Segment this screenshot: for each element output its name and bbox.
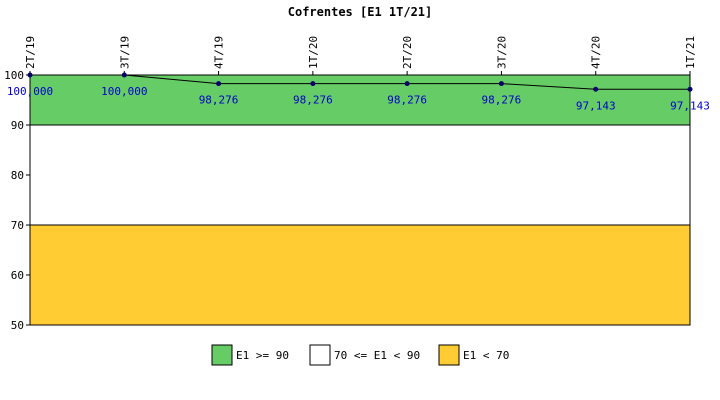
- data-label: 98,276: [293, 94, 333, 107]
- data-point: [216, 81, 222, 87]
- x-tick-label: 2T/20: [401, 36, 414, 69]
- x-tick-label: 1T/21: [684, 36, 697, 69]
- data-labels: 100,000 100,000 98,276 98,276 98,276 98,276 97…: [7, 85, 710, 112]
- band-1: [29, 124, 691, 226]
- data-label: 98,276: [482, 94, 522, 107]
- legend-swatch: [211, 344, 233, 366]
- legend-swatch: [438, 344, 460, 366]
- data-label: 100,000: [101, 85, 147, 98]
- data-label: 100,000: [7, 85, 53, 98]
- data-label: 97,143: [576, 99, 616, 112]
- y-tick-label: 100: [4, 69, 24, 82]
- x-tick-label: 4T/19: [213, 36, 226, 69]
- data-point: [404, 81, 410, 87]
- y-tick-label: 70: [11, 219, 24, 232]
- series-line: [30, 74, 690, 90]
- data-point: [27, 72, 33, 78]
- x-tick-label: 2T/19: [24, 36, 37, 69]
- legend-swatch: [309, 344, 331, 366]
- data-point: [593, 86, 599, 92]
- data-label: 98,276: [199, 94, 239, 107]
- legend-label: 70 <= E1 < 90: [334, 349, 420, 362]
- y-tick-label: 80: [11, 169, 24, 182]
- x-tick-label: 3T/19: [118, 36, 131, 69]
- chart-title: Cofrentes [E1 1T/21]: [288, 5, 433, 19]
- data-point: [498, 81, 504, 87]
- x-tick-label: 3T/20: [495, 36, 508, 69]
- y-tick-label: 50: [11, 319, 24, 332]
- x-tick-label: 4T/20: [590, 36, 603, 69]
- x-tick-label: 1T/20: [307, 36, 320, 69]
- legend-label: E1 < 70: [463, 349, 509, 362]
- legend: E1 >= 90 70 <= E1 < 90 E1 < 70: [211, 344, 509, 366]
- data-point: [121, 72, 127, 78]
- legend-label: E1 >= 90: [236, 349, 289, 362]
- data-point: [687, 86, 693, 92]
- series-layer: [27, 72, 693, 92]
- y-tick-label: 60: [11, 269, 24, 282]
- data-label: 97,143: [670, 99, 710, 112]
- y-tick-label: 90: [11, 119, 24, 132]
- band-2: [29, 224, 691, 326]
- data-point: [310, 81, 316, 87]
- threshold-bands: [29, 74, 691, 326]
- data-label: 98,276: [387, 94, 427, 107]
